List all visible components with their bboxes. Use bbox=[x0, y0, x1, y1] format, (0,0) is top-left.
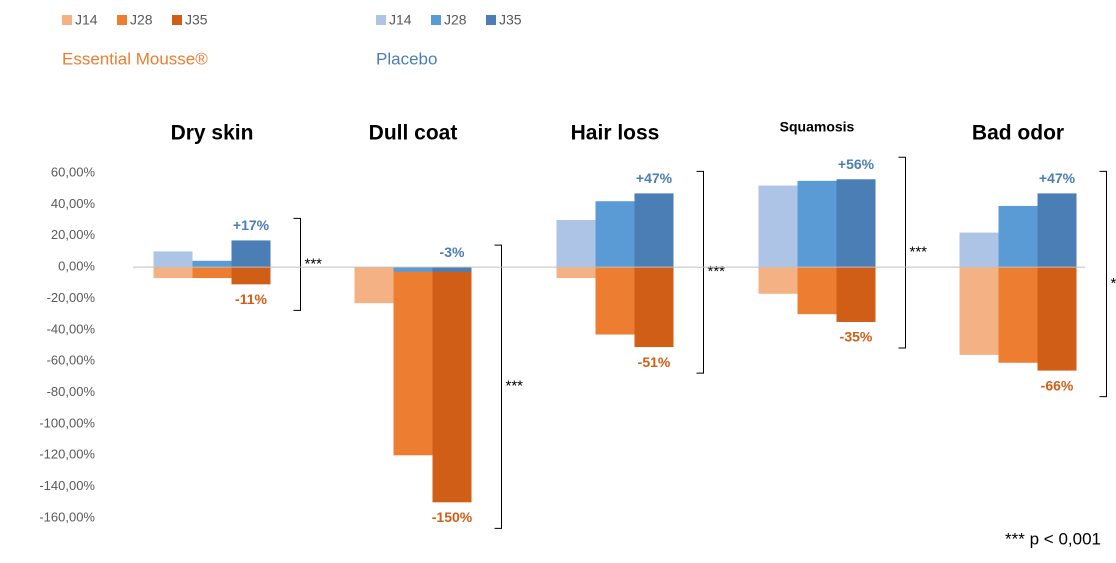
bracket bbox=[1100, 171, 1107, 396]
y-tick-label: -140,00% bbox=[39, 478, 95, 493]
bar bbox=[154, 267, 193, 278]
category-label: Bad odor bbox=[972, 122, 1064, 145]
value-label: +47% bbox=[636, 170, 673, 186]
bar bbox=[960, 267, 999, 355]
y-tick-label: -80,00% bbox=[47, 384, 96, 399]
bar bbox=[960, 233, 999, 268]
y-tick-label: 20,00% bbox=[51, 227, 96, 242]
bar bbox=[394, 267, 433, 455]
legend-swatch bbox=[117, 15, 127, 25]
y-tick-label: 0,00% bbox=[58, 259, 95, 274]
y-tick-label: -40,00% bbox=[47, 321, 96, 336]
legend-swatch bbox=[172, 15, 182, 25]
bar bbox=[433, 267, 472, 272]
bracket bbox=[294, 218, 301, 310]
legend-label: J14 bbox=[75, 12, 98, 28]
y-tick-label: -160,00% bbox=[39, 509, 95, 524]
bar bbox=[798, 267, 837, 314]
bar bbox=[596, 201, 635, 267]
category-label: Dull coat bbox=[369, 122, 458, 145]
y-tick-label: -60,00% bbox=[47, 353, 96, 368]
footnote: *** p < 0,001 bbox=[1005, 529, 1101, 548]
legend-label: J28 bbox=[130, 12, 153, 28]
value-label: -66% bbox=[1041, 377, 1074, 393]
significance: *** bbox=[305, 255, 323, 272]
bar bbox=[759, 267, 798, 294]
bracket bbox=[495, 245, 502, 528]
bar bbox=[596, 267, 635, 334]
bar bbox=[557, 220, 596, 267]
legend-group: Essential Mousse® bbox=[62, 49, 208, 68]
significance: *** bbox=[910, 244, 928, 261]
bar bbox=[557, 267, 596, 278]
bar bbox=[433, 267, 472, 502]
bar bbox=[837, 179, 876, 267]
bracket bbox=[899, 157, 906, 348]
bar bbox=[1038, 267, 1077, 371]
category-label: Squamosis bbox=[780, 119, 855, 135]
legend-swatch bbox=[62, 15, 72, 25]
bar bbox=[394, 267, 433, 272]
bar bbox=[232, 267, 271, 284]
significance: *** bbox=[1111, 275, 1116, 292]
value-label: +17% bbox=[233, 217, 270, 233]
value-label: -51% bbox=[638, 354, 671, 370]
value-label: -11% bbox=[235, 291, 267, 307]
y-tick-label: -120,00% bbox=[39, 447, 95, 462]
significance: *** bbox=[708, 263, 726, 280]
bar bbox=[193, 267, 232, 278]
bar bbox=[837, 267, 876, 322]
value-label: +47% bbox=[1039, 170, 1076, 186]
category-label: Hair loss bbox=[571, 122, 660, 145]
bar bbox=[154, 251, 193, 267]
category-label: Dry skin bbox=[171, 122, 254, 145]
legend-swatch bbox=[431, 15, 441, 25]
significance: *** bbox=[506, 378, 524, 395]
bar bbox=[635, 193, 674, 267]
bar bbox=[999, 267, 1038, 363]
y-tick-label: 60,00% bbox=[51, 164, 96, 179]
bar bbox=[635, 267, 674, 347]
y-tick-label: -100,00% bbox=[39, 415, 95, 430]
bar bbox=[232, 240, 271, 267]
legend-swatch bbox=[376, 15, 386, 25]
legend-swatch bbox=[486, 15, 496, 25]
legend-label: J35 bbox=[185, 12, 208, 28]
legend-group: Placebo bbox=[376, 49, 437, 68]
legend-label: J35 bbox=[499, 12, 522, 28]
value-label: -150% bbox=[432, 509, 473, 525]
y-tick-label: -20,00% bbox=[47, 290, 96, 305]
y-tick-label: 40,00% bbox=[51, 196, 96, 211]
legend-label: J28 bbox=[444, 12, 467, 28]
bar bbox=[999, 206, 1038, 267]
bar bbox=[193, 261, 232, 267]
bar bbox=[798, 181, 837, 267]
value-label: -3% bbox=[440, 244, 465, 260]
bar bbox=[355, 267, 394, 303]
bar bbox=[1038, 193, 1077, 267]
bracket bbox=[697, 171, 704, 373]
bar bbox=[759, 186, 798, 268]
value-label: +56% bbox=[838, 156, 875, 172]
legend-label: J14 bbox=[389, 12, 412, 28]
value-label: -35% bbox=[840, 329, 873, 345]
